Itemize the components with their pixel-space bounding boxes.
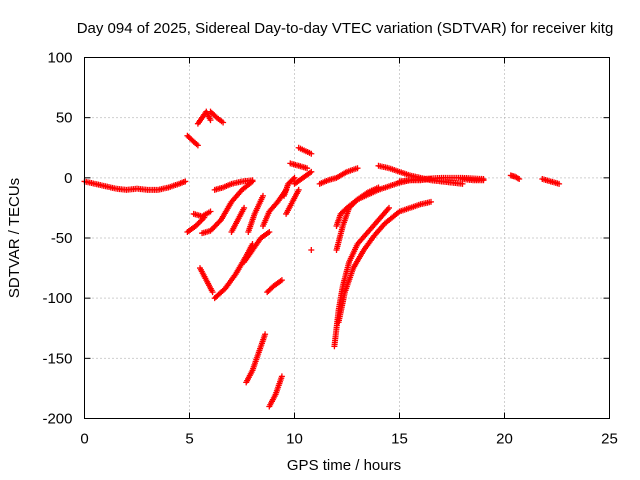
data-point <box>295 186 302 193</box>
data-point <box>241 204 248 211</box>
data-point <box>308 247 315 254</box>
data-points <box>81 108 563 410</box>
y-tick-label: 0 <box>64 170 72 187</box>
data-point <box>308 168 315 175</box>
y-tick-label: -50 <box>51 230 73 247</box>
data-point <box>197 218 203 225</box>
data-point <box>195 220 202 227</box>
data-point <box>207 117 214 124</box>
x-tick-label: 0 <box>80 431 88 448</box>
y-tick-label: -150 <box>42 350 72 367</box>
chart-title: Day 094 of 2025, Sidereal Day-to-day VTE… <box>77 20 614 37</box>
data-point <box>182 178 189 185</box>
data-point <box>262 331 269 338</box>
data-point <box>220 119 227 126</box>
data-point <box>386 204 392 211</box>
x-tick-label: 5 <box>185 431 193 448</box>
data-point <box>428 176 434 183</box>
y-tick-label: 100 <box>47 50 72 67</box>
data-point <box>278 277 285 284</box>
y-axis-label: SDTVAR / TECUs <box>6 178 23 298</box>
y-tick-label: -200 <box>42 411 72 428</box>
data-point <box>291 174 298 181</box>
data-point <box>209 289 216 296</box>
data-point <box>428 198 434 205</box>
x-tick-label: 10 <box>286 431 303 448</box>
y-tick-label: -100 <box>42 290 72 307</box>
y-tick-labels: -200 -150 -100 -50 0 50 100 <box>42 50 72 428</box>
plot-frame <box>84 57 610 419</box>
data-point <box>290 176 297 183</box>
data-point <box>354 165 361 172</box>
data-point <box>278 373 285 380</box>
grid-lines <box>84 57 610 419</box>
data-point <box>266 228 273 235</box>
data-point <box>480 177 487 184</box>
x-tick-label: 20 <box>496 431 513 448</box>
y-tick-label: 50 <box>56 110 73 127</box>
data-point <box>556 180 563 187</box>
data-point <box>516 176 523 183</box>
data-point <box>260 192 266 199</box>
axis-ticks <box>84 57 610 419</box>
data-point <box>304 165 311 172</box>
data-point <box>207 208 214 215</box>
data-point <box>375 184 382 191</box>
x-tick-label: 15 <box>391 431 408 448</box>
x-axis-label: GPS time / hours <box>287 457 401 474</box>
data-point <box>249 177 256 184</box>
x-tick-label: 25 <box>601 431 618 448</box>
data-point <box>308 150 315 157</box>
x-tick-labels: 0 5 10 15 20 25 <box>80 431 618 448</box>
data-point <box>194 142 201 149</box>
